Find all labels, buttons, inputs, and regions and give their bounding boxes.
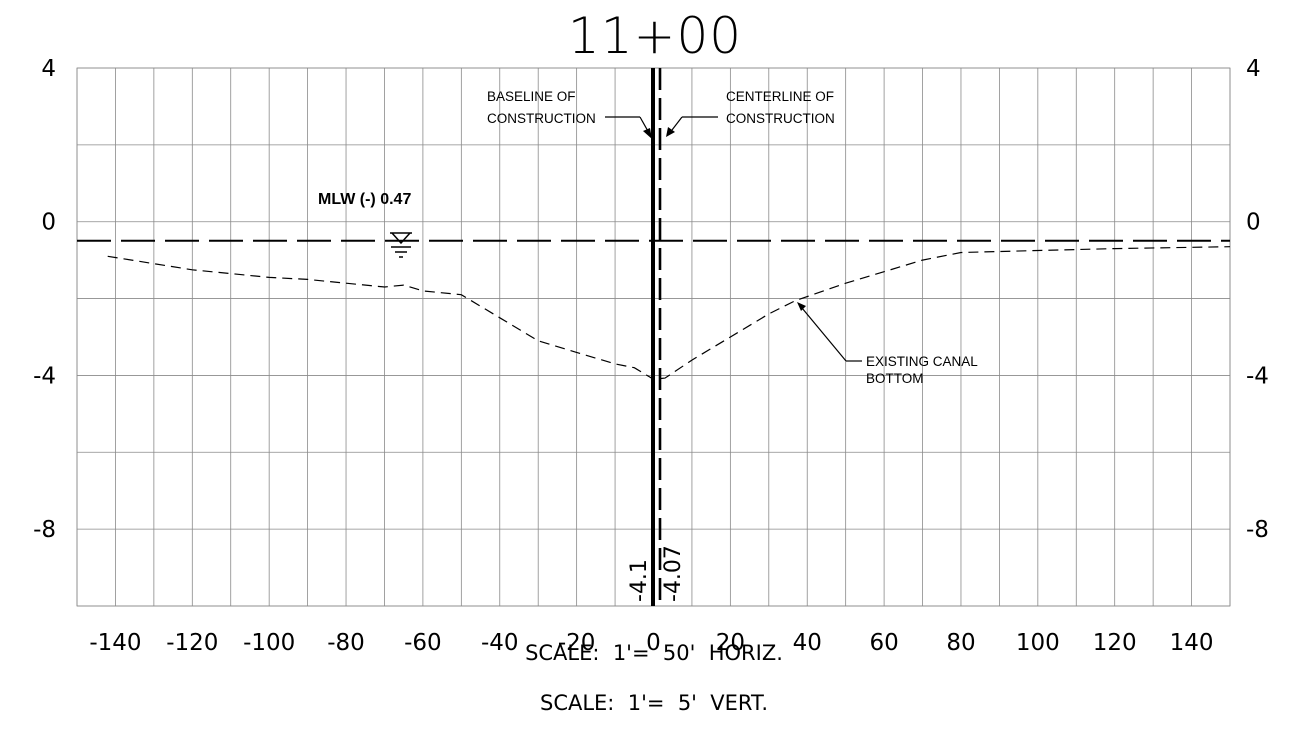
baseline-leader-arrow bbox=[605, 116, 652, 139]
centerline-elevation-label: -4.07 bbox=[661, 545, 686, 602]
mlw-label: MLW (-) 0.47 bbox=[318, 191, 411, 208]
y-tick-label-left: -4 bbox=[33, 363, 56, 389]
y-tick-label-right: 0 bbox=[1246, 210, 1261, 236]
existing-canal-bottom-line bbox=[107, 246, 1231, 380]
x-tick-label: 20 bbox=[716, 630, 745, 656]
vertical-scale-note: SCALE: 1'= 5' VERT. bbox=[540, 691, 768, 715]
horizontal-scale-note: SCALE: 1'= 50' HORIZ. bbox=[525, 641, 783, 665]
x-tick-label: -60 bbox=[404, 630, 442, 656]
x-tick-label: -80 bbox=[327, 630, 365, 656]
x-tick-label: 100 bbox=[1016, 630, 1060, 656]
x-tick-label: -120 bbox=[166, 630, 218, 656]
x-tick-label: 140 bbox=[1170, 630, 1214, 656]
x-tick-label: -140 bbox=[89, 630, 141, 656]
x-tick-label: 40 bbox=[793, 630, 822, 656]
centerline-label-line1: CENTERLINE OF bbox=[726, 89, 834, 104]
y-tick-label-right: 4 bbox=[1246, 56, 1261, 82]
x-tick-label: 60 bbox=[869, 630, 898, 656]
x-tick-label: -40 bbox=[481, 630, 519, 656]
y-axis-tick-labels: 4 4 0 0 -4 -4 -8 -8 bbox=[33, 56, 1269, 543]
canal-bottom-label-line1: EXISTING CANAL bbox=[866, 354, 978, 369]
x-tick-label: 120 bbox=[1093, 630, 1137, 656]
canal-bottom-label-line2: BOTTOM bbox=[866, 371, 924, 386]
baseline-elevation-label: -4.1 bbox=[627, 559, 652, 602]
baseline-label-line2: CONSTRUCTION bbox=[487, 111, 596, 126]
x-tick-label: -20 bbox=[558, 630, 596, 656]
centerline-label-line2: CONSTRUCTION bbox=[726, 111, 835, 126]
canal-bottom-leader-arrow bbox=[797, 302, 862, 362]
y-tick-label-left: 4 bbox=[41, 56, 56, 82]
x-axis-tick-labels: -140 -120 -100 -80 -60 -40 -20 0 20 40 60 80 100 120 1… bbox=[89, 630, 1213, 656]
y-tick-label-right: -4 bbox=[1246, 363, 1269, 389]
x-tick-label: 80 bbox=[946, 630, 975, 656]
x-tick-label: 0 bbox=[646, 630, 661, 656]
station-title: 11+00 bbox=[568, 7, 742, 65]
water-level-symbol bbox=[390, 232, 412, 258]
centerline-leader-arrow bbox=[666, 116, 718, 137]
baseline-label-line1: BASELINE OF bbox=[487, 89, 576, 104]
y-tick-label-left: -8 bbox=[33, 517, 56, 543]
x-tick-label: -100 bbox=[243, 630, 295, 656]
y-tick-label-right: -8 bbox=[1246, 517, 1269, 543]
y-tick-label-left: 0 bbox=[41, 210, 56, 236]
